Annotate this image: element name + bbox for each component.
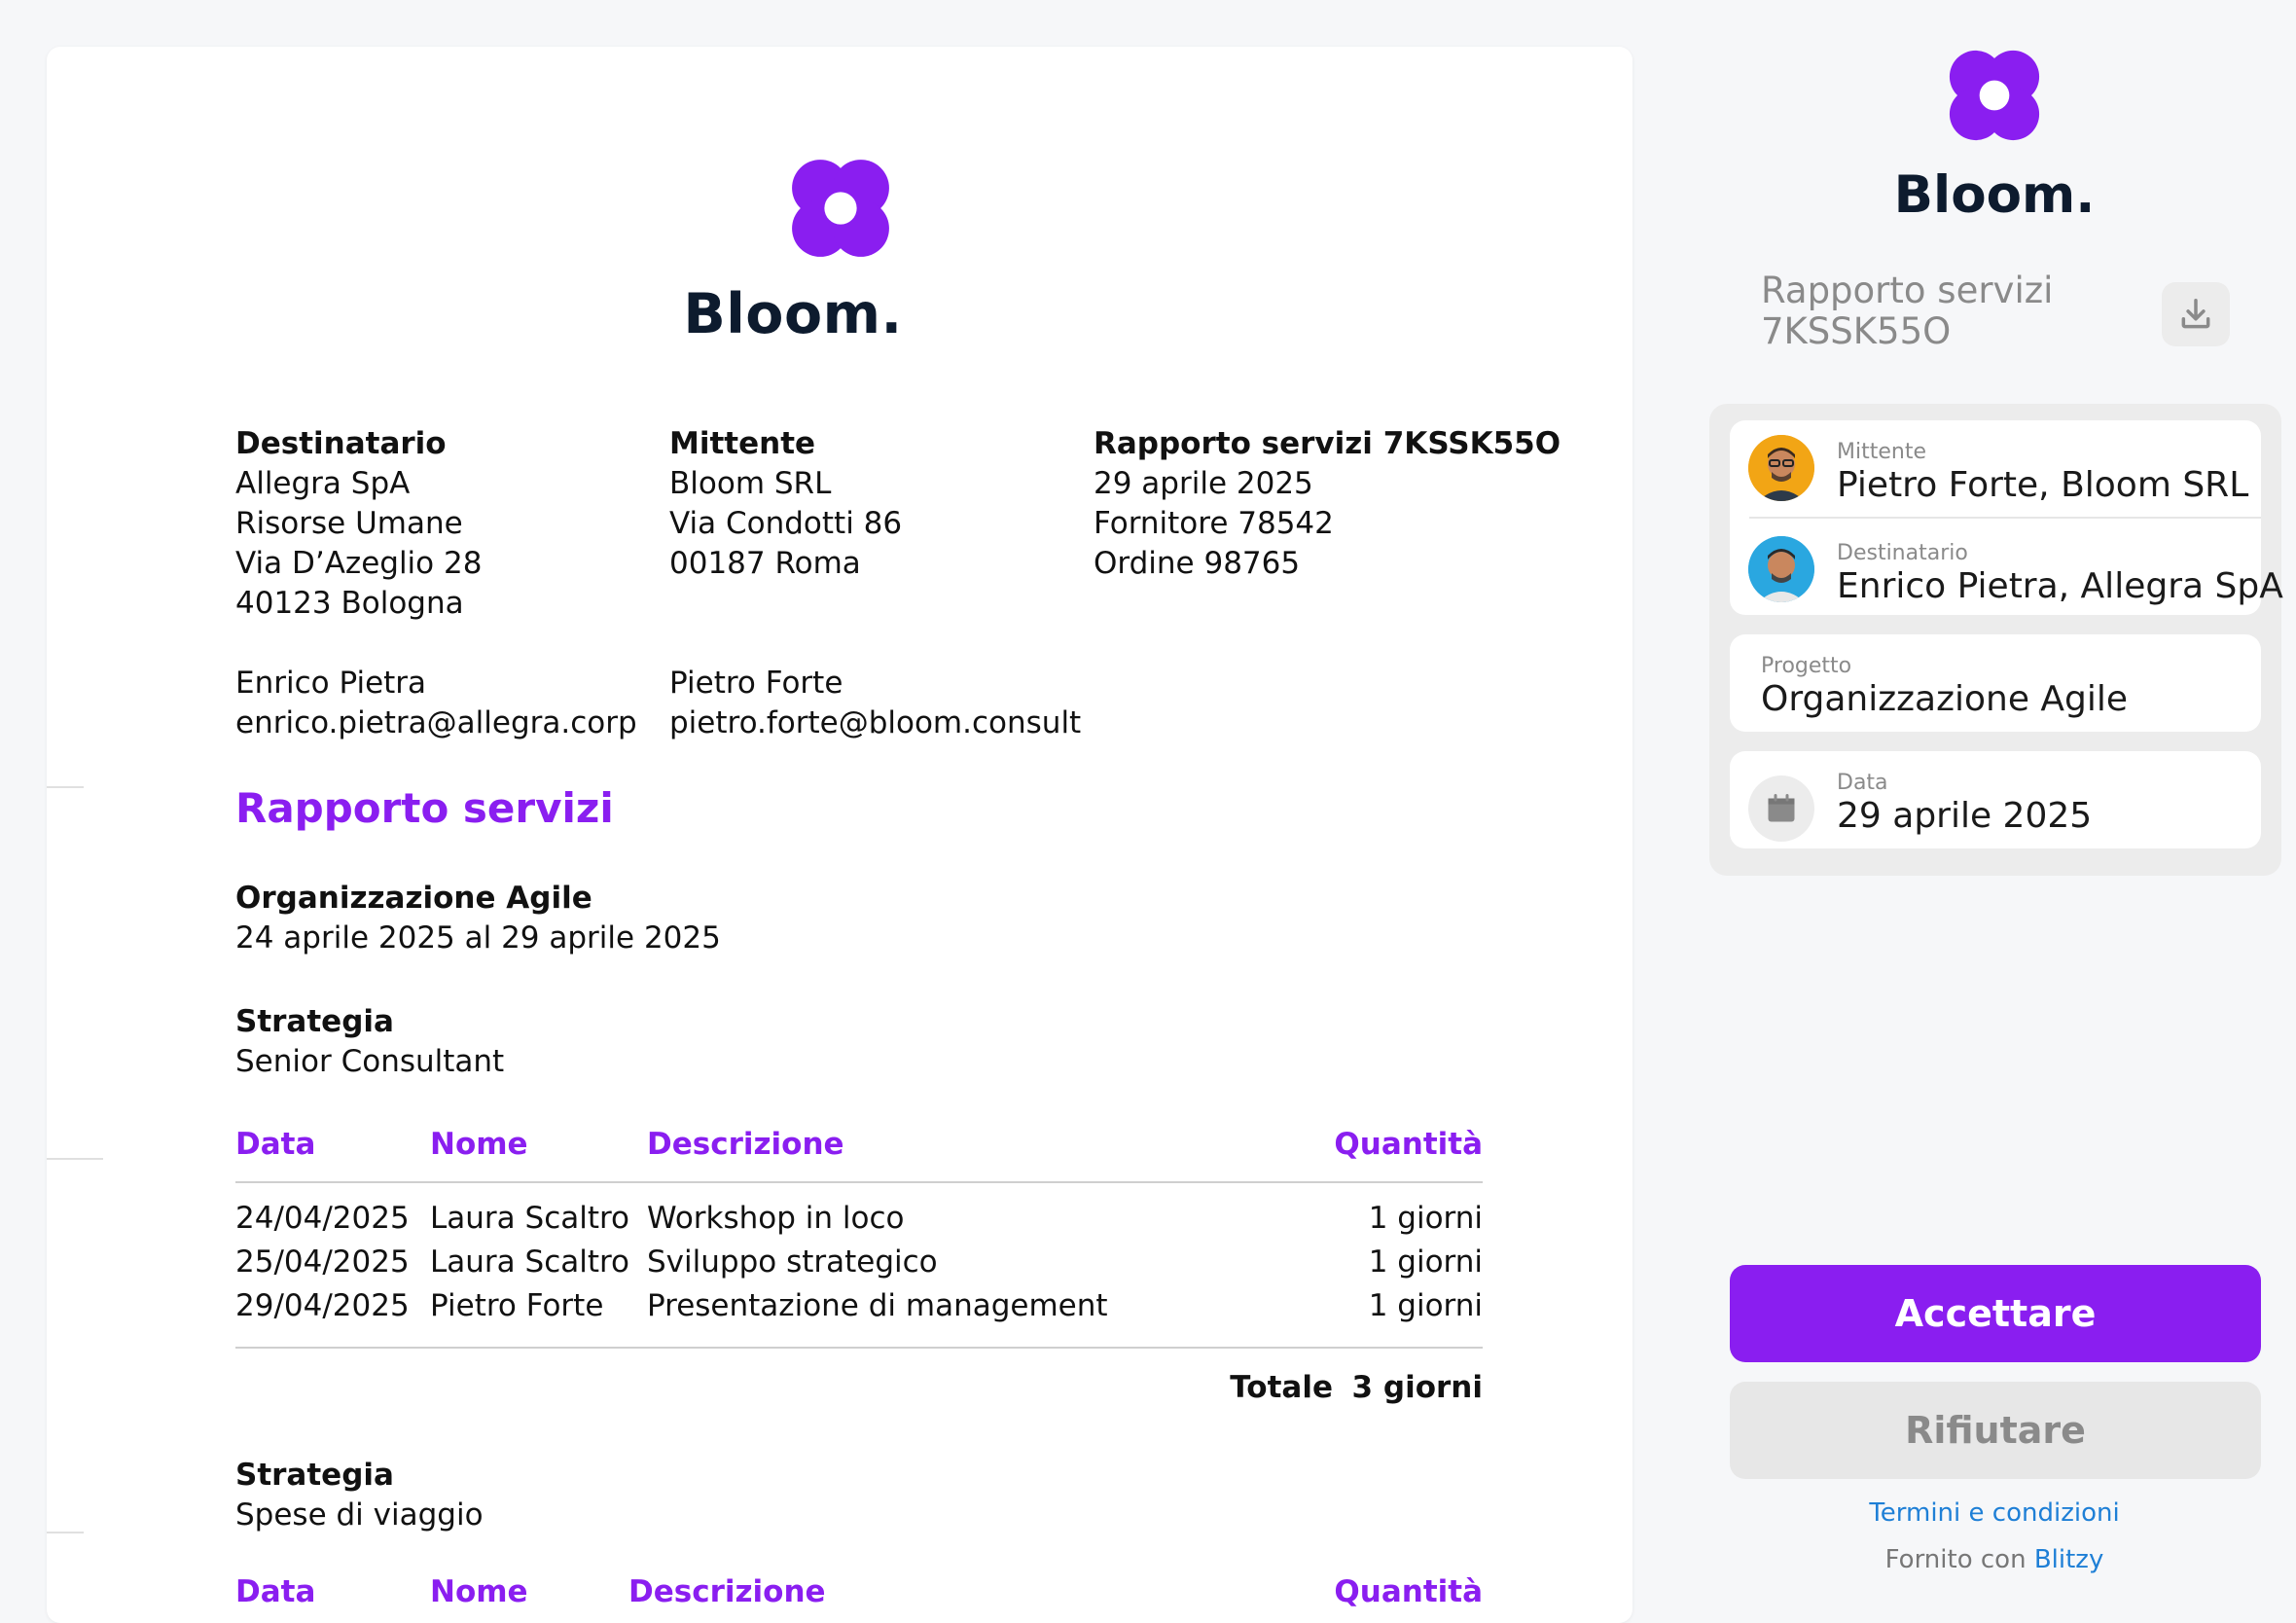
project-title: Organizzazione Agile xyxy=(235,881,592,916)
sidebar-title-line: Rapporto servizi xyxy=(1761,270,2054,311)
table-cell-quantity: 1 giorni xyxy=(1368,1201,1483,1236)
sender-block: Mittente Bloom SRL Via Condotti 86 00187… xyxy=(669,424,1081,743)
table-header-date: Data xyxy=(235,1574,316,1609)
sender-avatar xyxy=(1748,435,1814,501)
recipient-line: Via D’Azeglio 28 xyxy=(235,546,483,581)
report-line: Fornitore 78542 xyxy=(1094,506,1334,541)
table-header-date: Data xyxy=(235,1127,316,1162)
person-icon xyxy=(1748,435,1814,501)
powered-link[interactable]: Blitzy xyxy=(2033,1545,2104,1574)
recipient-block: Destinatario Allegra SpA Risorse Umane V… xyxy=(235,424,637,743)
total-value: 3 giorni xyxy=(1351,1370,1483,1405)
report-line: 29 aprile 2025 xyxy=(1094,466,1313,501)
table-header-quantity: Quantità xyxy=(1334,1574,1483,1609)
powered-prefix: Fornito con xyxy=(1884,1545,2027,1574)
recipient-contact-email: enrico.pietra@allegra.corp xyxy=(235,705,637,740)
date-label: Data xyxy=(1837,771,1888,795)
strategy-title: Strategia xyxy=(235,1004,394,1039)
sender-contact-name: Pietro Forte xyxy=(669,666,843,701)
table-cell-description: Sviluppo strategico xyxy=(647,1244,938,1280)
person-icon xyxy=(1748,536,1814,602)
table-cell-name: Pietro Forte xyxy=(430,1288,604,1323)
bloom-logo-icon xyxy=(792,160,889,257)
sidebar-title-line: 7KSSK55O xyxy=(1761,310,1952,352)
strategy-block: Strategia Senior Consultant xyxy=(235,1002,504,1082)
sender-value: Pietro Forte, Bloom SRL xyxy=(1837,465,2249,505)
sender-heading: Mittente xyxy=(669,426,816,461)
date-card xyxy=(1730,751,2261,848)
sender-contact-email: pietro.forte@bloom.consult xyxy=(669,705,1082,740)
strategy-subtitle: Spese di viaggio xyxy=(235,1497,484,1533)
margin-tick xyxy=(47,1532,84,1533)
table-cell-date: 29/04/2025 xyxy=(235,1288,410,1323)
total-label: Totale xyxy=(1230,1370,1333,1405)
project-value: Organizzazione Agile xyxy=(1761,679,2129,719)
table-cell-name: Laura Scaltro xyxy=(430,1201,630,1236)
reject-button[interactable]: Rifiutare xyxy=(1730,1382,2261,1479)
terms-link[interactable]: Termini e condizioni xyxy=(1869,1498,2120,1528)
table-header-description: Descrizione xyxy=(628,1574,826,1609)
section-title: Rapporto servizi xyxy=(235,784,614,832)
calendar-icon xyxy=(1768,794,1795,822)
card-divider xyxy=(1749,517,2261,519)
sender-line: 00187 Roma xyxy=(669,546,861,581)
recipient-heading: Destinatario xyxy=(235,426,447,461)
project-card xyxy=(1730,634,2261,732)
sidebar-brand-name: Bloom. xyxy=(1893,165,2096,225)
strategy-subtitle: Senior Consultant xyxy=(235,1044,505,1079)
table-header-name: Nome xyxy=(430,1574,528,1609)
sender-line: Bloom SRL xyxy=(669,466,832,501)
table-cell-description: Presentazione di management xyxy=(647,1288,1108,1323)
recipient-value: Enrico Pietra, Allegra SpA xyxy=(1837,566,2283,606)
doc-brand-name: Bloom. xyxy=(683,282,903,346)
date-badge xyxy=(1748,775,1814,842)
table-header-quantity: Quantità xyxy=(1334,1127,1483,1162)
project-label: Progetto xyxy=(1761,654,1852,678)
margin-tick xyxy=(47,786,84,788)
document-card xyxy=(47,47,1632,1623)
table-header-name: Nome xyxy=(430,1127,528,1162)
sender-line: Via Condotti 86 xyxy=(669,506,903,541)
table-cell-quantity: 1 giorni xyxy=(1368,1244,1483,1280)
table-cell-quantity: 1 giorni xyxy=(1368,1288,1483,1323)
recipient-avatar xyxy=(1748,536,1814,602)
download-icon xyxy=(2181,299,2210,329)
report-block: Rapporto servizi 7KSSK55O 29 aprile 2025… xyxy=(1094,424,1561,584)
report-line: Ordine 98765 xyxy=(1094,546,1301,581)
date-value: 29 aprile 2025 xyxy=(1837,796,2093,836)
table-header-description: Descrizione xyxy=(647,1127,844,1162)
table-footer-rule xyxy=(235,1347,1483,1349)
download-button[interactable] xyxy=(2162,282,2230,346)
table-cell-date: 25/04/2025 xyxy=(235,1244,410,1280)
powered-by: Fornito con Blitzy xyxy=(1683,1545,2296,1574)
table-cell-name: Laura Scaltro xyxy=(430,1244,630,1280)
accept-button[interactable]: Accettare xyxy=(1730,1265,2261,1362)
strategy-block: Strategia Spese di viaggio xyxy=(235,1456,484,1535)
project-period: 24 aprile 2025 al 29 aprile 2025 xyxy=(235,920,721,956)
report-heading: Rapporto servizi 7KSSK55O xyxy=(1094,426,1561,461)
recipient-line: Allegra SpA xyxy=(235,466,411,501)
project-block: Organizzazione Agile 24 aprile 2025 al 2… xyxy=(235,879,721,958)
table-header-rule xyxy=(235,1181,1483,1183)
recipient-line: 40123 Bologna xyxy=(235,586,464,621)
bloom-logo-icon xyxy=(1949,50,2040,141)
sidebar-report-title: Rapporto servizi 7KSSK55O xyxy=(1761,270,2053,352)
sender-label: Mittente xyxy=(1837,440,1926,464)
margin-tick xyxy=(47,1158,103,1160)
recipient-line: Risorse Umane xyxy=(235,506,463,541)
recipient-contact-name: Enrico Pietra xyxy=(235,666,427,701)
recipient-label: Destinatario xyxy=(1837,541,1968,565)
table-cell-date: 24/04/2025 xyxy=(235,1201,410,1236)
table-cell-description: Workshop in loco xyxy=(647,1201,905,1236)
strategy-title: Strategia xyxy=(235,1458,394,1493)
